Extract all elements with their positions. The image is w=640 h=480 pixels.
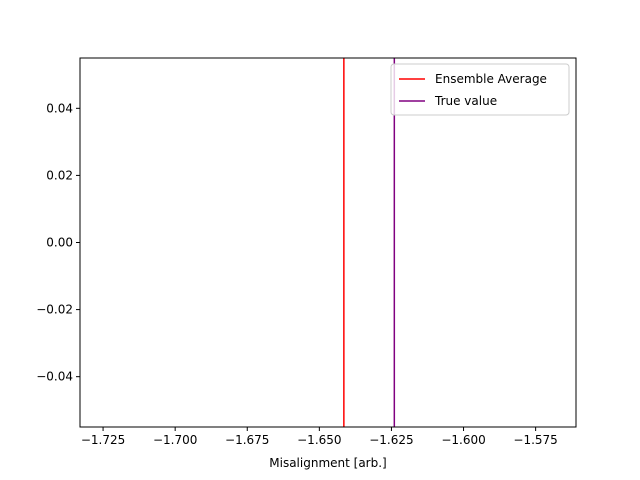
x-axis: −1.725 −1.700 −1.675 −1.650 −1.625 −1.600 −1.5…	[81, 427, 558, 447]
x-tick-label: −1.625	[369, 433, 413, 447]
legend-label: Ensemble Average	[435, 72, 547, 86]
x-tick-label: −1.600	[441, 433, 485, 447]
y-tick-label: 0.04	[46, 101, 73, 115]
y-axis: 0.04 0.02 0.00 −0.02 −0.04	[36, 101, 80, 384]
legend: Ensemble Average True value	[390, 63, 570, 116]
y-tick-label: −0.02	[36, 303, 73, 317]
legend-label: True value	[434, 94, 497, 108]
x-tick-label: −1.700	[153, 433, 197, 447]
x-tick-label: −1.575	[513, 433, 557, 447]
y-tick-label: 0.00	[46, 236, 73, 250]
plot-frame	[79, 57, 577, 428]
x-tick-label: −1.650	[297, 433, 341, 447]
x-axis-label: Misalignment [arb.]	[269, 456, 386, 470]
legend-box	[390, 63, 570, 116]
x-tick-label: −1.725	[81, 433, 125, 447]
y-tick-label: −0.04	[36, 370, 73, 384]
y-tick-label: 0.02	[46, 168, 73, 182]
x-tick-label: −1.675	[225, 433, 269, 447]
series-lines	[343, 58, 396, 427]
